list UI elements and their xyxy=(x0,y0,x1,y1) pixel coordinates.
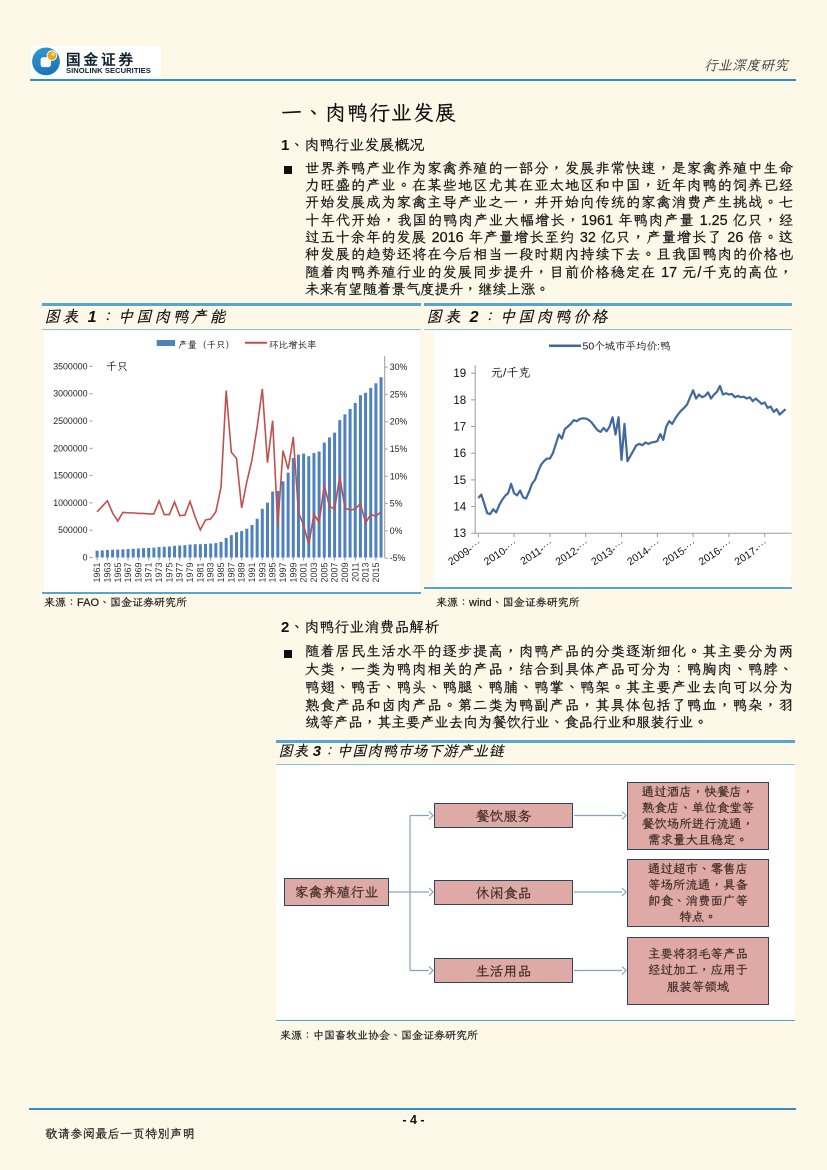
svg-text:2012-⋯: 2012-⋯ xyxy=(553,538,591,568)
svg-text:1991: 1991 xyxy=(247,563,257,583)
svg-text:2007: 2007 xyxy=(330,563,340,583)
svg-text:16: 16 xyxy=(453,448,466,460)
svg-text:2013: 2013 xyxy=(361,563,371,583)
svg-text:18: 18 xyxy=(453,395,466,407)
svg-text:1979: 1979 xyxy=(185,563,195,583)
svg-text:元/千克: 元/千克 xyxy=(491,366,530,380)
svg-text:13: 13 xyxy=(453,528,466,540)
svg-text:2011: 2011 xyxy=(350,563,360,582)
svg-text:2017-⋯: 2017-⋯ xyxy=(732,538,770,568)
svg-text:2500000: 2500000 xyxy=(53,416,87,426)
svg-text:1987: 1987 xyxy=(226,563,236,583)
svg-text:2003: 2003 xyxy=(309,563,319,583)
svg-text:-5%: -5% xyxy=(390,553,406,563)
svg-text:1999: 1999 xyxy=(288,563,298,583)
svg-text:25%: 25% xyxy=(390,389,408,399)
svg-text:19: 19 xyxy=(453,368,466,380)
svg-text:1983: 1983 xyxy=(206,563,216,583)
svg-text:产量（千只）: 产量（千只） xyxy=(178,340,235,351)
svg-text:1977: 1977 xyxy=(175,563,185,583)
svg-text:15: 15 xyxy=(453,475,466,487)
svg-text:1971: 1971 xyxy=(144,563,154,583)
svg-text:1995: 1995 xyxy=(268,563,278,583)
svg-text:17: 17 xyxy=(453,422,466,434)
svg-text:2013-⋯: 2013-⋯ xyxy=(589,538,627,568)
svg-text:2009: 2009 xyxy=(340,563,350,583)
svg-text:1985: 1985 xyxy=(216,563,226,583)
svg-text:2015: 2015 xyxy=(371,563,381,583)
svg-text:50个城市平均价:鸭: 50个城市平均价:鸭 xyxy=(583,341,671,353)
svg-text:10%: 10% xyxy=(390,471,408,481)
svg-text:2000000: 2000000 xyxy=(53,443,87,453)
svg-text:1000000: 1000000 xyxy=(53,498,87,508)
svg-text:0%: 0% xyxy=(390,526,403,536)
svg-text:30%: 30% xyxy=(390,362,408,372)
svg-text:1973: 1973 xyxy=(154,563,164,583)
svg-text:20%: 20% xyxy=(390,417,408,427)
svg-text:1961: 1961 xyxy=(92,563,102,583)
svg-text:15%: 15% xyxy=(390,444,408,454)
svg-text:3000000: 3000000 xyxy=(53,389,87,399)
svg-text:2014-⋯: 2014-⋯ xyxy=(625,538,663,568)
svg-text:5%: 5% xyxy=(390,499,403,509)
svg-text:1981: 1981 xyxy=(195,563,205,583)
svg-text:2015-⋯: 2015-⋯ xyxy=(661,538,699,568)
svg-text:1989: 1989 xyxy=(237,563,247,583)
svg-text:2009-⋯: 2009-⋯ xyxy=(446,538,484,568)
svg-text:14: 14 xyxy=(453,502,466,514)
svg-text:1963: 1963 xyxy=(102,563,112,583)
svg-text:2001: 2001 xyxy=(299,563,309,583)
svg-text:千只: 千只 xyxy=(106,361,128,373)
svg-text:2010-⋯: 2010-⋯ xyxy=(482,538,520,568)
svg-text:1975: 1975 xyxy=(164,563,174,583)
svg-text:环比增长率: 环比增长率 xyxy=(269,340,317,351)
svg-text:2016-⋯: 2016-⋯ xyxy=(697,538,735,568)
svg-text:0: 0 xyxy=(83,553,88,563)
svg-text:3500000: 3500000 xyxy=(53,361,87,371)
svg-text:2005: 2005 xyxy=(319,563,329,583)
svg-text:1500000: 1500000 xyxy=(53,471,87,481)
svg-text:500000: 500000 xyxy=(58,525,87,535)
svg-text:1997: 1997 xyxy=(278,563,288,583)
svg-text:2011-⋯: 2011-⋯ xyxy=(518,538,555,568)
svg-text:1969: 1969 xyxy=(133,563,143,583)
svg-text:1965: 1965 xyxy=(113,563,123,583)
svg-text:1967: 1967 xyxy=(123,563,133,583)
svg-text:1993: 1993 xyxy=(257,563,267,583)
